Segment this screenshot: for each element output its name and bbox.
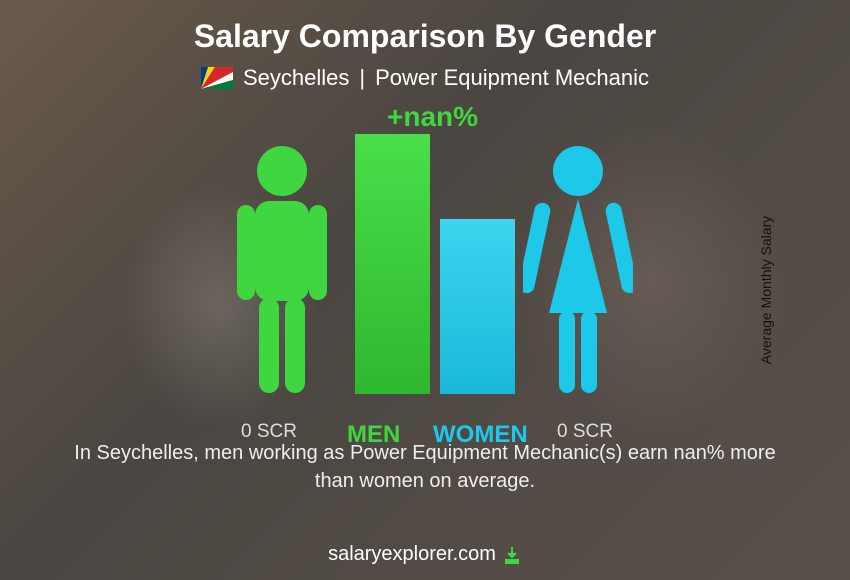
footer: salaryexplorer.com xyxy=(328,543,522,566)
chart-area: +nan% 0 SCR M xyxy=(145,101,705,421)
percent-diff-label: +nan% xyxy=(387,101,478,133)
women-label: WOMEN xyxy=(433,421,528,449)
women-value: 0 SCR xyxy=(557,421,613,443)
site-label: salaryexplorer.com xyxy=(328,543,496,566)
subtitle-row: Seychelles | Power Equipment Mechanic xyxy=(201,65,649,91)
seychelles-flag-icon xyxy=(201,67,233,89)
y-axis-label: Average Monthly Salary xyxy=(758,216,774,364)
man-icon xyxy=(227,143,337,398)
woman-icon xyxy=(523,143,633,398)
download-icon xyxy=(502,545,522,565)
country-label: Seychelles xyxy=(243,65,349,91)
caption-text: In Seychelles, men working as Power Equi… xyxy=(65,439,785,495)
page-title: Salary Comparison By Gender xyxy=(194,18,656,55)
job-label: Power Equipment Mechanic xyxy=(375,65,649,91)
main-content: Salary Comparison By Gender Seychelles |… xyxy=(0,0,850,580)
subtitle-separator: | xyxy=(359,65,365,91)
men-label: MEN xyxy=(347,421,400,449)
bar-men xyxy=(355,134,430,394)
men-value: 0 SCR xyxy=(241,421,297,443)
bar-women xyxy=(440,219,515,394)
